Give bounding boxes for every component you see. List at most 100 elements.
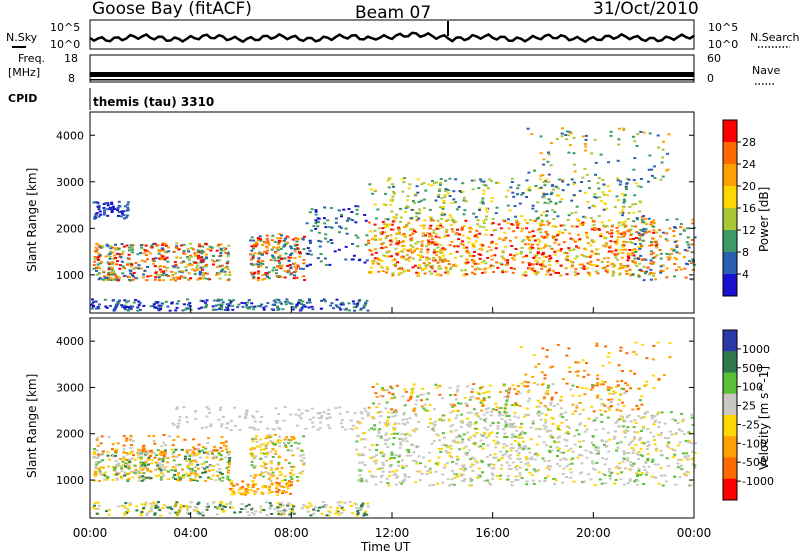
scatter-cell xyxy=(497,223,501,226)
scatter-cell xyxy=(340,506,344,509)
scatter-cell xyxy=(201,245,205,248)
scatter-cell xyxy=(549,409,552,411)
scatter-cell xyxy=(205,406,209,409)
scatter-cell xyxy=(294,413,298,416)
scatter-cell xyxy=(659,235,662,238)
scatter-cell xyxy=(416,395,420,398)
scatter-cell xyxy=(485,428,489,431)
scatter-cell xyxy=(209,450,213,453)
scatter-cell xyxy=(545,349,549,352)
colorbar-segment xyxy=(723,330,737,352)
scatter-cell xyxy=(226,309,230,312)
scatter-cell xyxy=(427,241,431,244)
scatter-cell xyxy=(261,260,265,263)
scatter-cell xyxy=(139,458,143,461)
scatter-cell xyxy=(215,266,219,269)
scatter-cell xyxy=(378,428,382,431)
scatter-cell xyxy=(123,205,127,208)
scatter-cell xyxy=(548,264,552,266)
scatter-cell xyxy=(420,399,423,402)
scatter-cell xyxy=(233,406,236,409)
scatter-cell xyxy=(549,434,553,437)
scatter-cell xyxy=(215,513,219,516)
scatter-cell xyxy=(537,247,541,250)
scatter-cell xyxy=(594,428,598,431)
scatter-cell xyxy=(292,505,296,508)
scatter-cell xyxy=(337,504,341,507)
scatter-cell xyxy=(225,451,229,454)
scatter-cell xyxy=(635,483,639,486)
scatter-cell xyxy=(588,451,592,453)
scatter-cell xyxy=(539,135,543,138)
scatter-cell xyxy=(635,404,639,407)
scatter-cell xyxy=(103,298,107,301)
scatter-cell xyxy=(201,266,205,269)
scatter-cell xyxy=(642,465,646,468)
scatter-cell xyxy=(366,309,370,312)
scatter-cell xyxy=(202,451,206,454)
scatter-cell xyxy=(339,501,343,504)
scatter-cell xyxy=(561,127,564,130)
scatter-cell xyxy=(507,388,511,391)
scatter-cell xyxy=(175,256,179,259)
scatter-cell xyxy=(558,429,562,431)
scatter-cell xyxy=(644,258,648,261)
scatter-cell xyxy=(278,442,282,445)
scatter-cell xyxy=(595,416,599,419)
scatter-cell xyxy=(602,208,606,211)
scatter-cell xyxy=(418,479,422,482)
scatter-cell xyxy=(457,434,461,437)
scatter-cell xyxy=(562,467,566,470)
scatter-cell xyxy=(589,217,593,220)
scatter-cell xyxy=(594,196,598,199)
scatter-cell xyxy=(405,465,408,468)
scatter-cell xyxy=(283,237,287,240)
noise-panel-frame xyxy=(89,19,695,50)
scatter-cell xyxy=(641,239,645,242)
scatter-cell xyxy=(357,300,361,303)
scatter-cell xyxy=(517,452,521,454)
scatter-cell xyxy=(324,237,328,240)
scatter-cell xyxy=(665,276,669,279)
scatter-cell xyxy=(450,202,454,205)
scatter-cell xyxy=(680,430,684,433)
scatter-cell xyxy=(373,229,377,232)
scatter-cell xyxy=(510,223,514,226)
scatter-cell xyxy=(302,304,306,306)
scatter-cell xyxy=(451,423,455,426)
scatter-cell xyxy=(277,307,281,310)
scatter-cell xyxy=(224,266,228,269)
scatter-cell xyxy=(291,510,295,513)
scatter-cell xyxy=(227,244,231,247)
scatter-cell xyxy=(584,145,588,148)
scatter-cell xyxy=(278,254,282,257)
scatter-cell xyxy=(586,271,590,274)
scatter-cell xyxy=(266,302,270,305)
scatter-cell xyxy=(301,238,305,241)
scatter-cell xyxy=(291,454,295,457)
scatter-cell xyxy=(225,445,229,448)
scatter-cell xyxy=(506,261,510,264)
scatter-cell xyxy=(166,506,170,509)
scatter-cell xyxy=(96,256,100,259)
scatter-cell xyxy=(428,216,432,219)
scatter-cell xyxy=(459,468,463,471)
scatter-cell xyxy=(412,383,416,386)
scatter-cell xyxy=(542,397,546,400)
scatter-cell xyxy=(245,304,249,307)
scatter-cell xyxy=(463,209,467,212)
scatter-cell xyxy=(451,469,455,472)
scatter-cell xyxy=(326,412,330,415)
scatter-cell xyxy=(536,383,540,386)
scatter-cell xyxy=(205,508,209,511)
scatter-cell xyxy=(554,479,558,482)
scatter-cell xyxy=(441,207,445,210)
scatter-cell xyxy=(385,439,389,442)
scatter-cell xyxy=(353,309,356,312)
scatter-cell xyxy=(571,394,575,397)
scatter-cell xyxy=(617,418,621,421)
scatter-cell xyxy=(244,412,248,415)
scatter-cell xyxy=(483,271,487,274)
scatter-cell xyxy=(557,243,561,246)
scatter-cell xyxy=(626,177,629,180)
